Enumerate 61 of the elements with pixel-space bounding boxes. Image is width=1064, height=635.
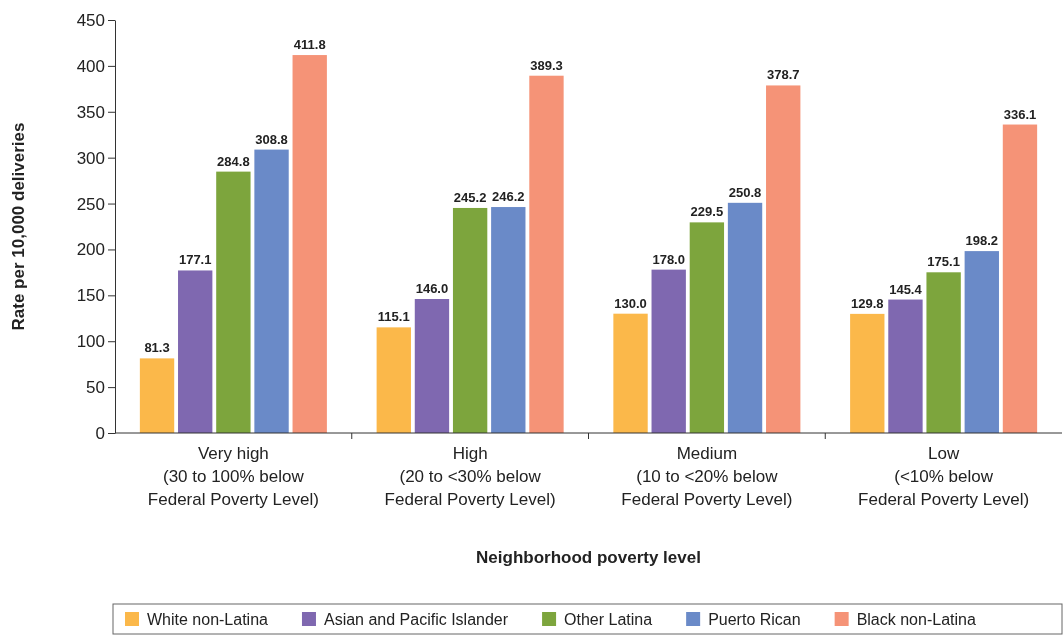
data-label: 336.1	[1003, 106, 1037, 122]
y-tick-label: 300	[76, 148, 105, 168]
bar	[1002, 124, 1038, 433]
x-tick-label: High (20 to <30% below Federal Poverty Level)	[384, 444, 556, 509]
y-tick-label: 50	[86, 378, 105, 398]
bar	[254, 149, 289, 433]
data-label: 245.2	[453, 189, 487, 205]
bar	[376, 327, 411, 433]
y-tick-label: 100	[76, 332, 105, 352]
y-tick-label: 150	[76, 286, 105, 306]
data-label: 129.8	[851, 295, 884, 311]
y-axis-title: Rate per 10,000 deliveries	[9, 122, 28, 331]
bar	[964, 251, 999, 433]
data-label: 177.1	[178, 252, 212, 268]
legend-label: Black non-Latina	[856, 611, 976, 628]
x-axis-title: Neighborhood poverty level	[476, 548, 701, 567]
data-label: 250.8	[728, 184, 762, 200]
data-label: 229.5	[690, 204, 724, 220]
data-label: 115.1	[377, 309, 410, 325]
legend-label: Other Latina	[564, 611, 653, 628]
bar	[888, 299, 923, 433]
x-tick-label: Very high (30 to 100% below Federal Poverty Level)	[147, 444, 319, 509]
bar	[651, 269, 686, 433]
bar	[414, 299, 450, 433]
y-tick-label: 200	[76, 240, 105, 260]
y-tick-label: 400	[76, 56, 105, 76]
data-label: 389.3	[530, 57, 563, 73]
data-label: 175.1	[927, 254, 960, 270]
legend-label: Puerto Rican	[708, 611, 801, 628]
data-label: 81.3	[144, 340, 170, 356]
bar	[766, 85, 801, 433]
legend-label: Asian and Pacific Islander	[323, 611, 509, 628]
bar	[529, 75, 564, 433]
data-label: 378.7	[766, 67, 800, 83]
data-label: 308.8	[255, 131, 288, 147]
data-label: 411.8	[293, 37, 326, 53]
bar	[139, 358, 175, 433]
y-tick-label: 350	[76, 102, 105, 122]
data-label: 130.0	[614, 295, 647, 311]
x-tick-label: Medium (10 to <20% below Federal Poverty Level)	[621, 444, 793, 509]
bar	[216, 171, 251, 433]
bar	[850, 313, 885, 433]
y-tick-label: 450	[76, 10, 105, 30]
y-tick-label: 0	[95, 423, 105, 443]
bar	[491, 207, 526, 433]
legend-label: White non-Latina	[147, 611, 269, 628]
data-label: 198.2	[965, 233, 999, 249]
data-label: 178.0	[652, 251, 685, 267]
bar	[926, 272, 961, 433]
bar	[452, 207, 488, 433]
bar	[292, 55, 327, 433]
x-tick-label: Low (<10% below Federal Poverty Level)	[858, 444, 1030, 509]
bar	[613, 313, 648, 433]
bar	[727, 202, 763, 433]
data-label: 284.8	[217, 153, 250, 169]
data-label: 145.4	[889, 281, 923, 297]
y-tick-label: 250	[76, 194, 105, 214]
data-label: 246.2	[492, 189, 525, 205]
bar	[689, 222, 725, 433]
bar	[178, 270, 213, 433]
data-label: 146.0	[415, 281, 449, 296]
